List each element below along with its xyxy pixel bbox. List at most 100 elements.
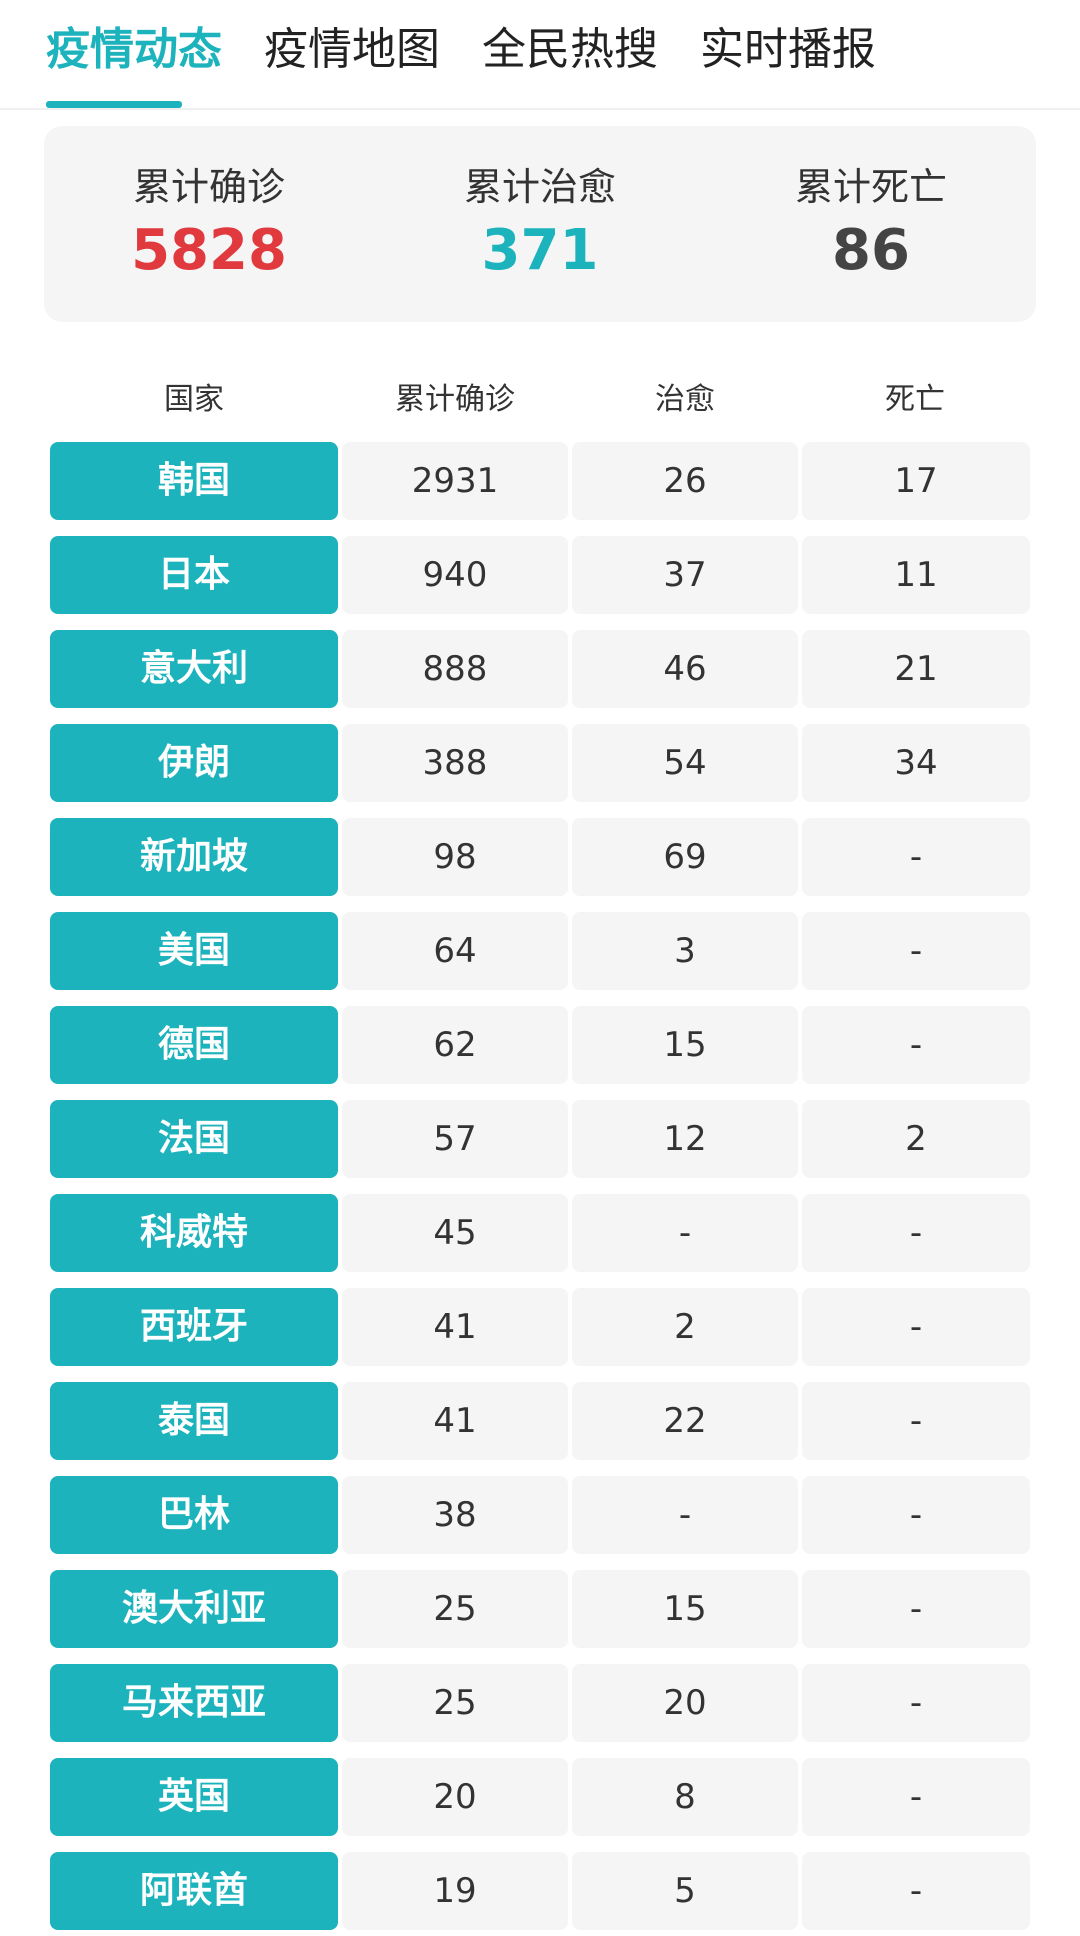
confirmed-count: 2931 [342,442,568,520]
table-row[interactable]: 伊朗 388 54 34 [50,724,1030,802]
summary-card: 累计确诊 5828 累计治愈 371 累计死亡 86 [44,126,1036,322]
stat-label: 累计死亡 [794,165,947,209]
country-name: 科威特 [50,1194,338,1272]
active-tab-indicator [46,101,182,108]
recovered-count: 46 [572,630,798,708]
confirmed-count: 38 [342,1476,568,1554]
death-count: - [802,1382,1030,1460]
table-row[interactable]: 新加坡 98 69 - [50,818,1030,896]
tab-live-report[interactable]: 实时播报 [700,0,876,108]
table-row[interactable]: 澳大利亚 25 15 - [50,1570,1030,1648]
death-count: - [802,1194,1030,1272]
country-name: 伊朗 [50,724,338,802]
recovered-count: 15 [572,1570,798,1648]
death-count: - [802,1664,1030,1742]
tab-epidemic-map[interactable]: 疫情地图 [264,0,440,108]
table-row[interactable]: 西班牙 41 2 - [50,1288,1030,1366]
country-name: 泰国 [50,1382,338,1460]
tab-label: 疫情地图 [264,24,440,75]
table-row[interactable]: 德国 62 15 - [50,1006,1030,1084]
confirmed-count: 25 [342,1664,568,1742]
country-name: 英国 [50,1758,338,1836]
confirmed-count: 20 [342,1758,568,1836]
stat-value: 371 [481,218,599,283]
tab-bar: 疫情动态 疫情地图 全民热搜 实时播报 [0,0,1080,110]
death-count: - [802,1006,1030,1084]
confirmed-count: 25 [342,1570,568,1648]
death-count: - [802,1288,1030,1366]
header-recovered: 治愈 [655,382,715,417]
confirmed-count: 940 [342,536,568,614]
table-row[interactable]: 阿联酋 19 5 - [50,1852,1030,1930]
header-deaths: 死亡 [885,382,945,417]
recovered-count: 2 [572,1288,798,1366]
death-count: - [802,1570,1030,1648]
header-country: 国家 [164,382,224,417]
country-name: 马来西亚 [50,1664,338,1742]
confirmed-count: 41 [342,1382,568,1460]
stat-label: 累计治愈 [463,165,616,209]
death-count: 11 [802,536,1030,614]
confirmed-count: 98 [342,818,568,896]
recovered-count: 26 [572,442,798,520]
death-count: 2 [802,1100,1030,1178]
recovered-count: - [572,1194,798,1272]
table-header: 国家 累计确诊 治愈 死亡 [0,370,1080,430]
table-row[interactable]: 巴林 38 - - [50,1476,1030,1554]
death-count: - [802,1758,1030,1836]
table-row[interactable]: 英国 20 8 - [50,1758,1030,1836]
header-confirmed: 累计确诊 [395,382,515,417]
table-row[interactable]: 科威特 45 - - [50,1194,1030,1272]
table-row[interactable]: 法国 57 12 2 [50,1100,1030,1178]
country-name: 新加坡 [50,818,338,896]
country-name: 澳大利亚 [50,1570,338,1648]
recovered-count: 37 [572,536,798,614]
stat-value: 5828 [131,218,287,283]
recovered-count: 3 [572,912,798,990]
stat-value: 86 [832,218,910,283]
table-row[interactable]: 韩国 2931 26 17 [50,442,1030,520]
confirmed-count: 64 [342,912,568,990]
tab-epidemic-news[interactable]: 疫情动态 [46,0,222,108]
confirmed-count: 41 [342,1288,568,1366]
tab-trending-search[interactable]: 全民热搜 [482,0,658,108]
recovered-count: 54 [572,724,798,802]
confirmed-count: 57 [342,1100,568,1178]
country-name: 巴林 [50,1476,338,1554]
recovered-count: 69 [572,818,798,896]
country-name: 德国 [50,1006,338,1084]
death-count: 34 [802,724,1030,802]
country-name: 法国 [50,1100,338,1178]
table-row[interactable]: 马来西亚 25 20 - [50,1664,1030,1742]
death-count: - [802,912,1030,990]
recovered-count: 5 [572,1852,798,1930]
confirmed-count: 388 [342,724,568,802]
recovered-count: 22 [572,1382,798,1460]
confirmed-count: 45 [342,1194,568,1272]
country-name: 韩国 [50,442,338,520]
tab-label: 实时播报 [700,24,876,75]
table-row[interactable]: 日本 940 37 11 [50,536,1030,614]
tab-label: 疫情动态 [46,24,222,75]
death-count: 17 [802,442,1030,520]
country-name: 西班牙 [50,1288,338,1366]
country-name: 意大利 [50,630,338,708]
country-name: 日本 [50,536,338,614]
confirmed-count: 62 [342,1006,568,1084]
stat-label: 累计确诊 [132,165,285,209]
recovered-count: 20 [572,1664,798,1742]
table-row[interactable]: 美国 64 3 - [50,912,1030,990]
table-row[interactable]: 泰国 41 22 - [50,1382,1030,1460]
death-count: 21 [802,630,1030,708]
tab-label: 全民热搜 [482,24,658,75]
death-count: - [802,818,1030,896]
death-count: - [802,1852,1030,1930]
recovered-count: 12 [572,1100,798,1178]
recovered-count: 8 [572,1758,798,1836]
country-name: 美国 [50,912,338,990]
confirmed-count: 19 [342,1852,568,1930]
country-name: 阿联酋 [50,1852,338,1930]
table-row[interactable]: 意大利 888 46 21 [50,630,1030,708]
recovered-count: 15 [572,1006,798,1084]
recovered-count: - [572,1476,798,1554]
